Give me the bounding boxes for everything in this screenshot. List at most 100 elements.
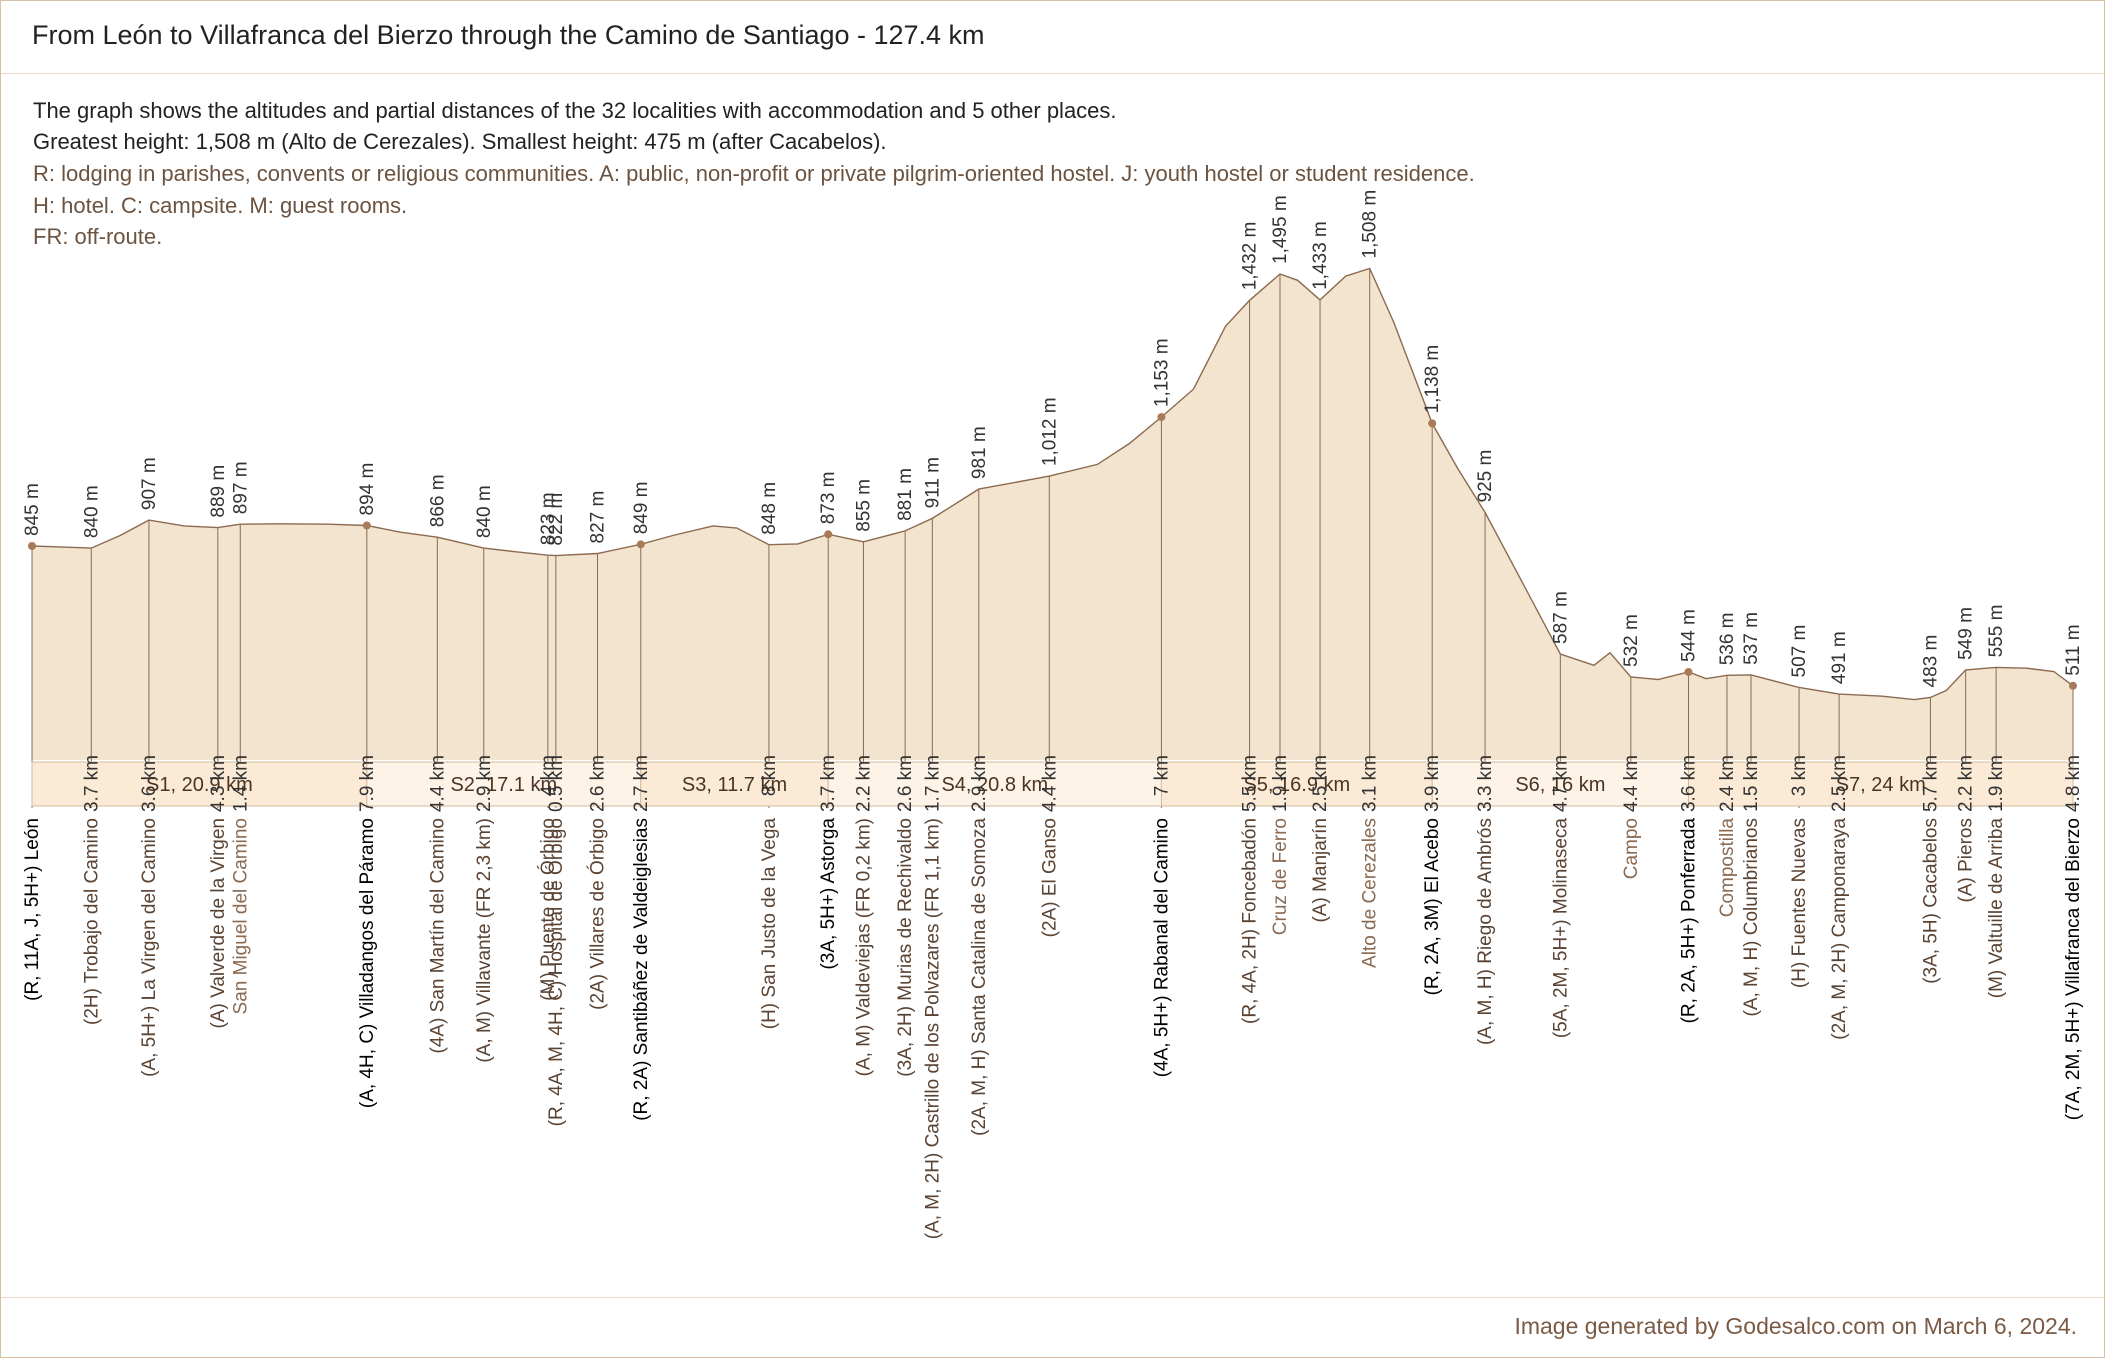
distance-label: 1.9 km xyxy=(1270,755,1291,812)
place-name-label: (M) Puente de Órbigo xyxy=(537,818,559,1001)
altitude-label: 1,433 m xyxy=(1310,221,1331,290)
place-name-label: (A, M) Villavante (FR 2,3 km) xyxy=(474,818,495,1063)
stage-band xyxy=(31,761,368,807)
place-name-label: (2A) Villares de Órbigo xyxy=(587,818,609,1010)
place-name-label: (2H) Trobajo del Camino xyxy=(81,818,102,1025)
stage-label: S3, 11.7 km xyxy=(682,774,787,796)
header-divider xyxy=(1,73,2104,74)
place-name-label: (R, 2A) Santibáñez de Valdeiglesias xyxy=(631,818,652,1121)
place-name-label: (5A, 2M, 5H+) Molinaseca xyxy=(1550,818,1571,1039)
legend-line: H: hotel. C: campsite. M: guest rooms. xyxy=(33,193,408,218)
place-name-label: (3A, 2H) Murias de Rechivaldo xyxy=(895,818,916,1077)
legend-line: FR: off-route. xyxy=(33,224,163,249)
altitude-label: 1,012 m xyxy=(1039,397,1060,466)
distance-label: 2.2 km xyxy=(854,755,875,812)
place-name-label: (A) Manjarín xyxy=(1310,818,1331,923)
distance-label: 3.1 km xyxy=(1360,755,1381,812)
place-name-label: San Miguel del Camino xyxy=(230,818,251,1014)
footer-divider xyxy=(1,1297,2104,1298)
altitude-label: 925 m xyxy=(1475,450,1496,503)
distance-label: 3.6 km xyxy=(139,755,160,812)
elevation-area xyxy=(32,268,2073,760)
place-name-label: (2A, M, H) Santa Catalina de Somoza xyxy=(969,818,990,1136)
altitude-label: 1,138 m xyxy=(1422,345,1443,414)
altitude-label: 897 m xyxy=(230,461,251,514)
distance-label: 3.6 km xyxy=(1679,755,1700,812)
place-name-label: (M) Valtuille de Arriba xyxy=(1986,818,2007,999)
chart-title: From León to Villafranca del Bierzo thro… xyxy=(32,20,985,50)
place-name-label: (2A, M, 2H) Camponaraya xyxy=(1829,818,1850,1040)
distance-label: 1.4 km xyxy=(230,755,251,812)
stage-band xyxy=(827,761,1162,807)
distance-label: 2.4 km xyxy=(1717,755,1738,812)
distance-label: 2.5 km xyxy=(1829,755,1850,812)
distance-label: 5.7 km xyxy=(1920,755,1941,812)
stage-label: S5, 16.9 km xyxy=(1243,774,1350,796)
place-name-label: (7A, 2M, 5H+) Villafranca del Bierzo xyxy=(2063,818,2084,1120)
place-name-label: (4A) San Martín del Camino xyxy=(427,818,448,1054)
distance-label: 4 km xyxy=(538,755,559,796)
altitude-label: 1,153 m xyxy=(1151,338,1172,407)
altitude-label: 549 m xyxy=(1956,607,1977,660)
place-name-label: Alto de Cerezales xyxy=(1360,818,1381,968)
place-name-label: (R, 11A, J, 5H+) León xyxy=(22,818,43,1001)
place-name-label: (H) San Justo de la Vega xyxy=(759,818,780,1030)
stage-point xyxy=(1157,413,1166,422)
altitude-label: 536 m xyxy=(1717,612,1738,665)
altitude-label: 483 m xyxy=(1920,635,1941,688)
elevation-line xyxy=(31,267,2074,701)
altitude-label: 1,508 m xyxy=(1360,190,1381,259)
place-name-label: (2A) El Ganso xyxy=(1039,818,1060,937)
stage-point xyxy=(2069,681,2077,690)
altitude-label: 507 m xyxy=(1789,625,1810,678)
altitude-label: 873 m xyxy=(818,471,839,524)
altitude-label: 848 m xyxy=(759,482,780,535)
distance-label: 2.9 km xyxy=(969,755,990,812)
distance-label: 4.3 km xyxy=(208,755,229,812)
stage-band xyxy=(366,761,642,807)
altitude-label: 981 m xyxy=(969,426,990,479)
footer-credit: Image generated by Godesalco.com on Marc… xyxy=(1514,1313,2077,1339)
stage-label: S1, 20.9 km xyxy=(146,774,253,796)
altitude-label: 827 m xyxy=(588,491,609,544)
altitude-label: 555 m xyxy=(1986,605,2007,658)
altitude-label: 822 m xyxy=(546,493,567,546)
distance-label: 7.9 km xyxy=(357,755,378,812)
distance-label: 4.4 km xyxy=(427,755,448,812)
place-name-label: (R, 4A, M, 4H, C) Hospital de Órbigo xyxy=(545,818,567,1126)
altitude-label: 889 m xyxy=(208,465,229,518)
place-name-label: (A) Valverde de la Virgen xyxy=(208,818,229,1029)
distance-label: 3.7 km xyxy=(818,755,839,812)
stage-band xyxy=(1431,761,1690,807)
stage-point xyxy=(1684,667,1693,676)
distance-label: 2.5 km xyxy=(1310,755,1331,812)
distance-label: 0.5 km xyxy=(546,755,567,812)
stage-label: S2, 17.1 km xyxy=(450,774,557,796)
altitude-label: 823 m xyxy=(538,492,559,545)
description-line: Greatest height: 1,508 m (Alto de Cereza… xyxy=(33,129,887,154)
distance-label: 3.3 km xyxy=(1475,755,1496,812)
altitude-label: 911 m xyxy=(922,457,943,508)
altitude-label: 587 m xyxy=(1550,591,1571,644)
altitude-label: 511 m xyxy=(2063,624,2084,675)
place-name-label: (R, 2A, 5H+) Ponferrada xyxy=(1679,818,1700,1024)
altitude-label: 1,432 m xyxy=(1240,222,1261,291)
distance-label: 3.9 km xyxy=(1422,755,1443,812)
place-name-label: Cruz de Ferro xyxy=(1270,818,1291,935)
distance-label: 1.9 km xyxy=(1986,755,2007,812)
legend-line: R: lodging in parishes, convents or reli… xyxy=(33,161,1475,186)
stage-point xyxy=(362,521,371,530)
place-name-label: (A, 5H+) La Virgen del Camino xyxy=(139,818,160,1077)
altitude-label: 866 m xyxy=(427,474,448,527)
distance-label: 2.7 km xyxy=(631,755,652,812)
distance-label: 1.7 km xyxy=(922,755,943,812)
distance-label: 7 km xyxy=(1151,755,1172,796)
altitude-label: 537 m xyxy=(1741,612,1762,665)
altitude-label: 544 m xyxy=(1679,609,1700,662)
place-name-label: (R, 4A, 2H) Foncebadón xyxy=(1240,818,1261,1024)
altitude-label: 907 m xyxy=(139,457,160,510)
stage-point xyxy=(636,540,645,549)
stage-point xyxy=(28,542,36,550)
distance-label: 2.6 km xyxy=(588,755,609,812)
distance-label: 2.9 km xyxy=(474,755,495,812)
